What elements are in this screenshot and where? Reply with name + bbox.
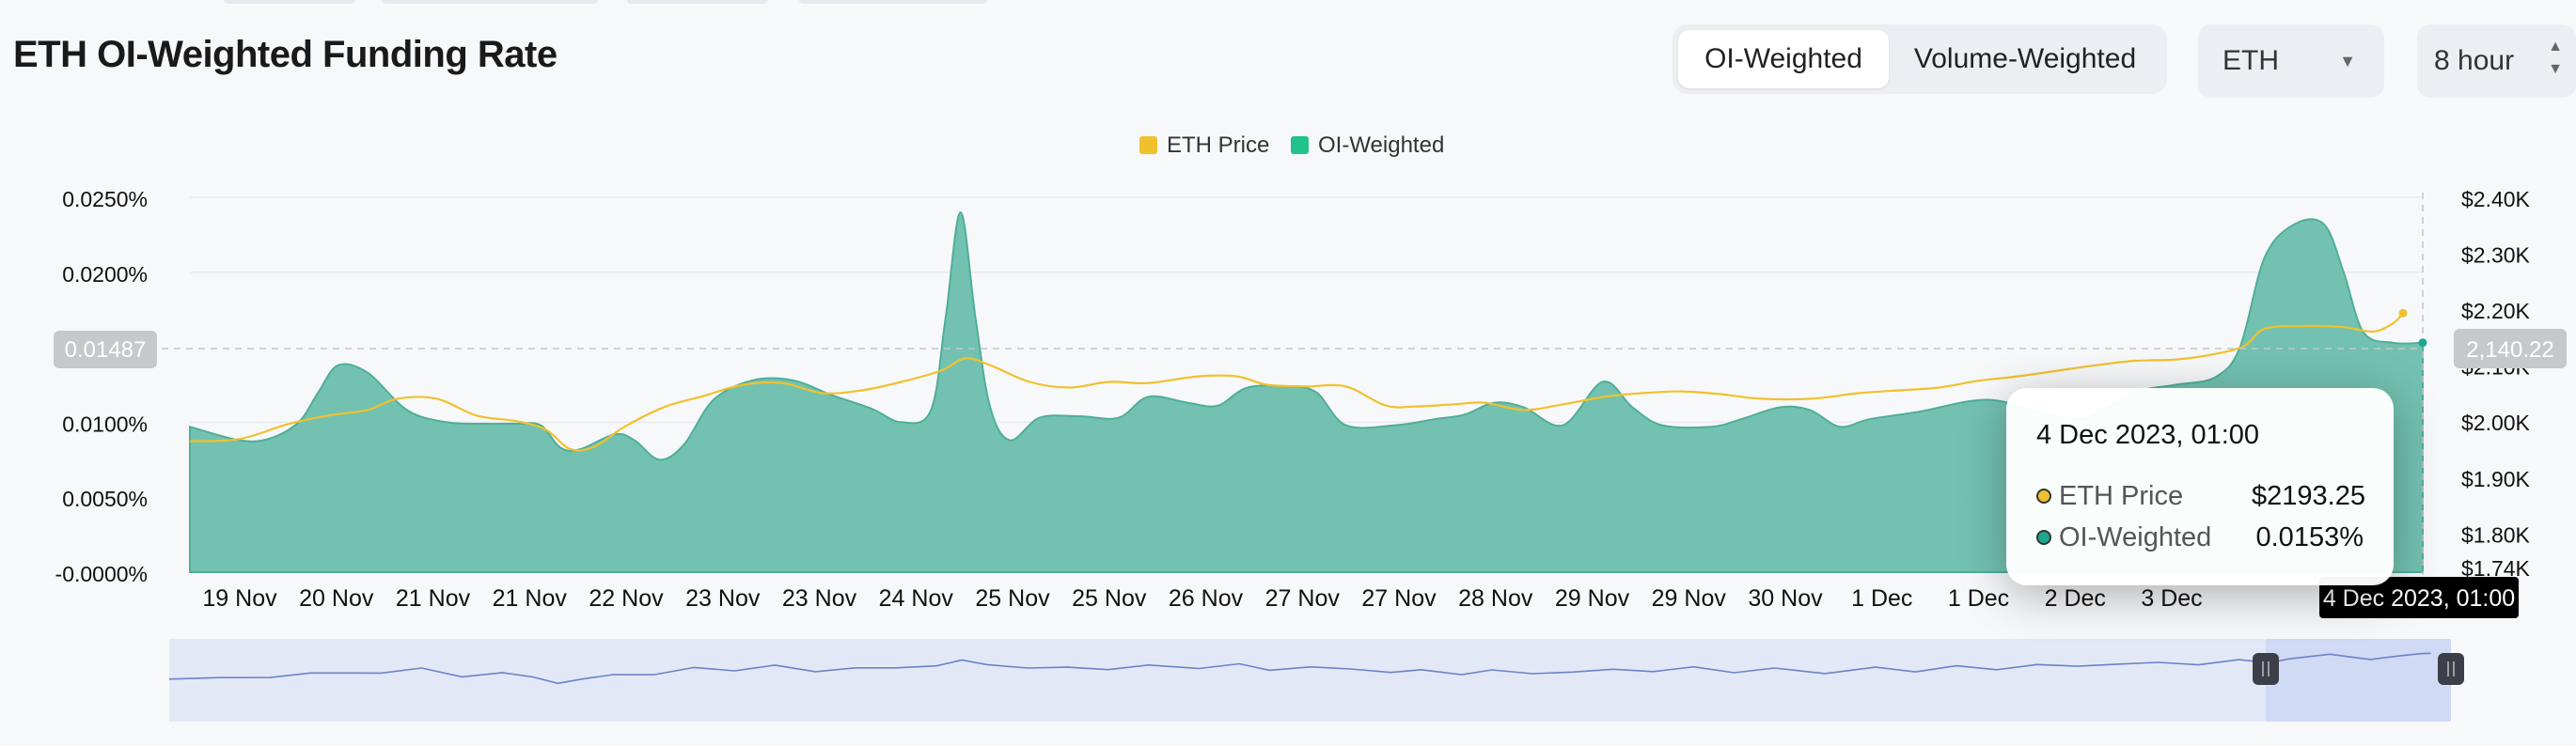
x-tick-label: 1 Dec: [1948, 585, 2009, 612]
top-tab-stub: [382, 0, 598, 4]
x-tick-label: 29 Nov: [1652, 585, 1727, 612]
navigator-handle: [2253, 653, 2279, 685]
y-right-tick-label: $1.80K: [2461, 522, 2531, 547]
x-tick-label: 1 Dec: [1851, 585, 1912, 612]
navigator-background: [169, 639, 2451, 722]
crosshair-right-badge: [2454, 329, 2567, 368]
interval-select-value: 8 hour: [2434, 45, 2515, 76]
price-marker: [2398, 308, 2408, 318]
tooltip-funding-value: 0.0153%: [2255, 521, 2364, 552]
crosshair-x-label: 4 Dec 2023, 01:00: [2323, 585, 2515, 612]
x-tick-label: 22 Nov: [589, 585, 664, 612]
legend-price-label: ETH Price: [1167, 132, 1269, 158]
y-left-tick-label: 0.0250%: [62, 187, 148, 211]
y-left-tick-label: 0.0200%: [62, 262, 148, 287]
navigator-handle: [2438, 653, 2464, 685]
tooltip-row-price: ETH Price $2193.25: [2036, 475, 2365, 517]
top-tab-stub: [627, 0, 768, 4]
volume-weighted-tab[interactable]: Volume-Weighted: [1913, 43, 2137, 74]
y-right-tick-label: $2.20K: [2461, 299, 2531, 323]
tooltip-row-funding: OI-Weighted 0.0153%: [2036, 517, 2365, 558]
x-tick-label: 25 Nov: [975, 585, 1050, 612]
y-right-tick-label: $2.40K: [2461, 187, 2531, 211]
sort-updown-icon: ▲ ▼: [2548, 39, 2563, 77]
top-tab-stub: [799, 0, 987, 4]
y-right-tick-label: $1.74K: [2461, 556, 2531, 581]
tooltip-title: 4 Dec 2023, 01:00: [2036, 420, 2260, 450]
y-right-tick-label: $2.00K: [2461, 411, 2531, 435]
x-tick-label: 21 Nov: [396, 585, 471, 612]
x-tick-label: 2 Dec: [2045, 585, 2106, 612]
funding-marker: [2418, 338, 2427, 348]
x-tick-label: 29 Nov: [1555, 585, 1630, 612]
x-tick-label: 30 Nov: [1748, 585, 1823, 612]
x-tick-label: 25 Nov: [1072, 585, 1147, 612]
tooltip-price-value: $2193.25: [2252, 480, 2365, 511]
x-tick-label: 23 Nov: [782, 585, 857, 612]
crosshair-right-label: 2,140.22: [2466, 337, 2553, 363]
x-tick-label: 3 Dec: [2141, 585, 2202, 612]
legend-funding-swatch: [1291, 136, 1309, 154]
weighting-toggle: OI-Weighted Volume-Weighted: [1673, 24, 2167, 94]
y-right-tick-label: $1.90K: [2461, 467, 2531, 491]
x-tick-label: 23 Nov: [685, 585, 761, 612]
caret-down-icon: ▼: [2339, 52, 2356, 70]
legend-funding-label: OI-Weighted: [1318, 132, 1444, 158]
x-tick-label: 26 Nov: [1169, 585, 1244, 612]
top-tab-stub: [224, 0, 355, 4]
y-right-tick-label: $2.30K: [2461, 243, 2531, 268]
tooltip-price-name: ETH Price: [2059, 480, 2184, 511]
y-left-tick-label: 0.0100%: [62, 412, 148, 436]
crosshair-x-badge: [2319, 577, 2519, 618]
oi-weighted-tab[interactable]: OI-Weighted: [1678, 30, 1889, 88]
x-tick-label: 27 Nov: [1265, 585, 1341, 612]
legend-price-swatch: [1139, 136, 1157, 154]
eth-price-line: [189, 312, 2404, 452]
x-tick-label: 27 Nov: [1361, 585, 1437, 612]
coin-select-value: ETH: [2223, 45, 2279, 76]
navigator-line: [168, 652, 2431, 685]
coin-select[interactable]: ETH ▼: [2198, 24, 2384, 98]
x-tick-label: 20 Nov: [299, 585, 374, 612]
x-tick-label: 19 Nov: [202, 585, 277, 612]
page-title: ETH OI-Weighted Funding Rate: [13, 34, 558, 75]
x-tick-label: 28 Nov: [1458, 585, 1533, 612]
interval-select[interactable]: 8 hour ▲ ▼: [2417, 24, 2576, 98]
chart-tooltip: 4 Dec 2023, 01:00 ETH Price $2193.25 OI-…: [2006, 388, 2394, 585]
x-tick-label: 21 Nov: [493, 585, 568, 612]
x-tick-label: 24 Nov: [879, 585, 954, 612]
navigator-selection: [2266, 639, 2451, 722]
price-dot-icon: [2036, 489, 2051, 504]
tooltip-funding-name: OI-Weighted: [2059, 521, 2212, 552]
funding-dot-icon: [2036, 530, 2051, 545]
crosshair-left-badge: [54, 331, 157, 368]
y-left-tick-label: 0.0050%: [62, 487, 148, 511]
y-left-tick-label: -0.0000%: [55, 562, 148, 586]
crosshair-left-label: 0.01487: [65, 337, 147, 363]
